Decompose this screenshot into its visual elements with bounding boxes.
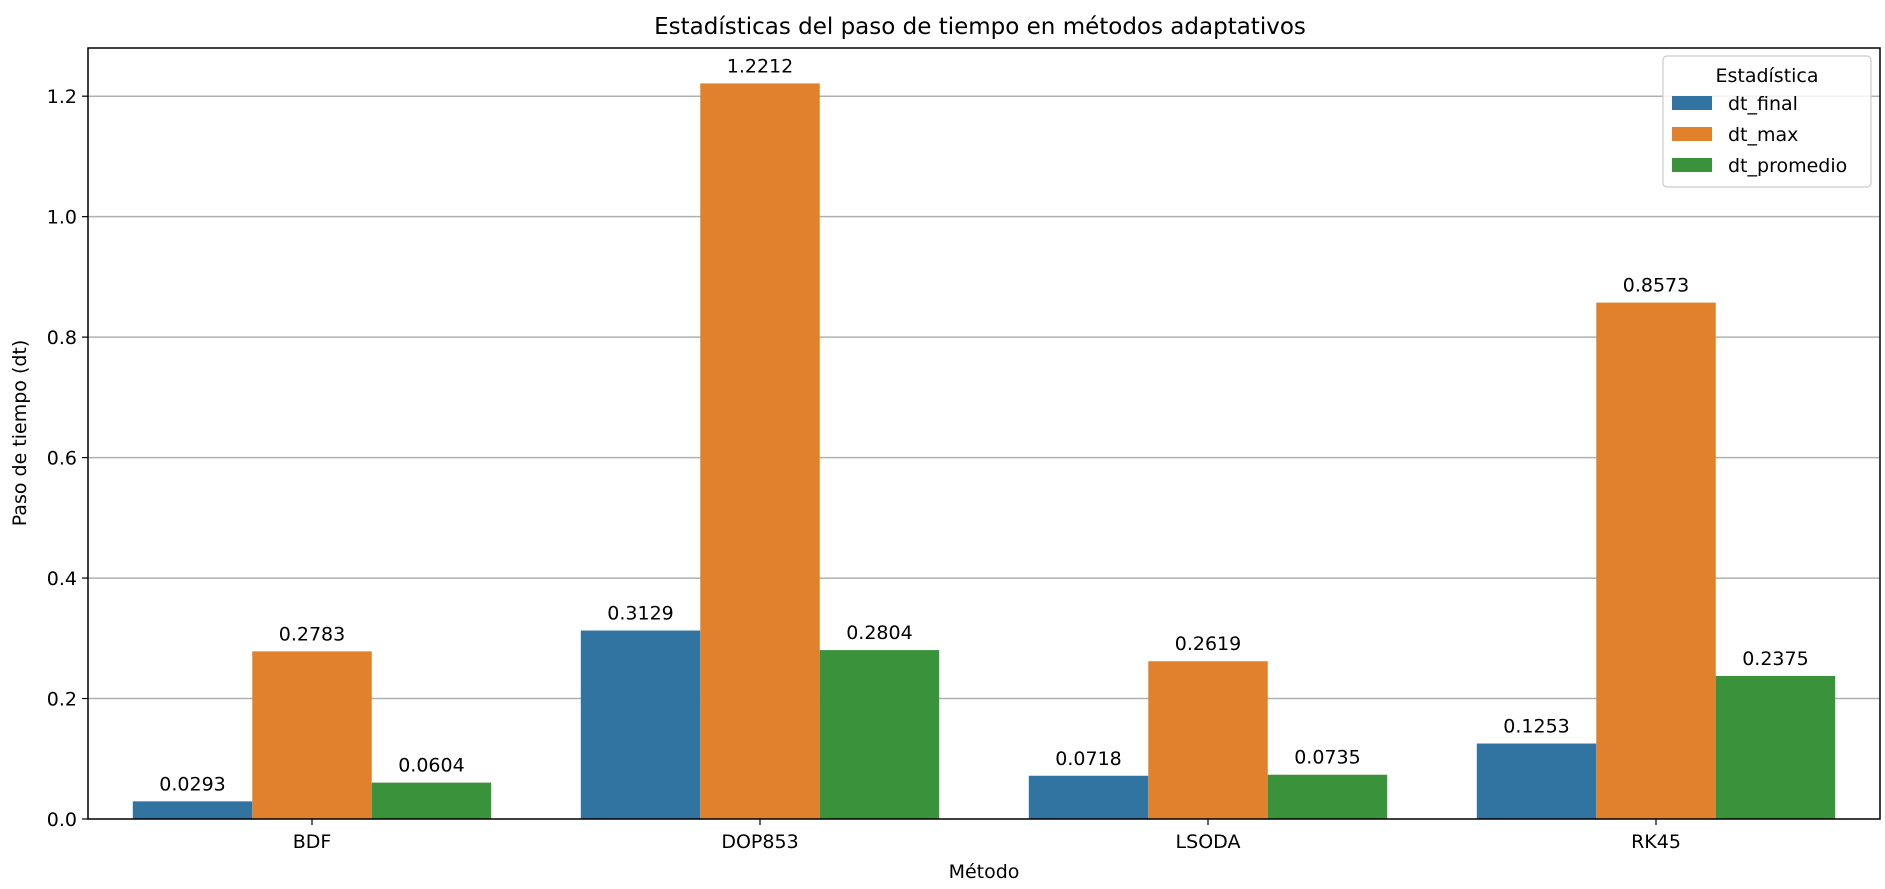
y-tick-label: 0.4 <box>47 568 77 590</box>
data-label: 0.8573 <box>1623 275 1689 297</box>
legend-label: dt_promedio <box>1728 155 1847 177</box>
data-label: 0.0293 <box>159 773 225 795</box>
bars <box>132 83 1836 819</box>
bar-dt_promedio-BDF <box>371 782 492 819</box>
x-axis: BDF DOP853 LSODA RK45 <box>293 819 1681 853</box>
y-tick-label: 1.2 <box>47 86 77 108</box>
data-label: 0.2783 <box>279 623 345 645</box>
data-label: 0.0604 <box>398 755 464 777</box>
data-label: 0.3129 <box>607 603 673 625</box>
data-label: 0.0718 <box>1055 748 1121 770</box>
legend-swatch <box>1672 158 1712 172</box>
gridlines <box>88 95 1880 700</box>
bar-dt_max-BDF <box>252 651 372 819</box>
bar-dt_promedio-DOP853 <box>819 650 940 819</box>
legend-swatch <box>1672 127 1712 141</box>
x-tick-label: DOP853 <box>721 831 798 853</box>
legend: Estadística dt_final dt_max dt_promedio <box>1662 55 1872 188</box>
x-tick-label: BDF <box>293 831 332 853</box>
chart-title: Estadísticas del paso de tiempo en métod… <box>654 14 1306 40</box>
x-axis-label: Método <box>949 861 1020 883</box>
data-label: 1.2212 <box>727 55 793 77</box>
legend-label: dt_max <box>1728 124 1798 146</box>
bar-dt_max-RK45 <box>1596 302 1716 819</box>
bar-dt_final-LSODA <box>1028 775 1149 819</box>
data-label: 0.2375 <box>1742 648 1808 670</box>
bar-dt_promedio-LSODA <box>1267 774 1388 819</box>
y-axis: 0.0 0.2 0.4 0.6 0.8 1.0 1.2 <box>47 86 88 831</box>
data-label: 0.1253 <box>1503 716 1569 738</box>
bar-dt_final-DOP853 <box>580 630 701 819</box>
bar-dt_max-DOP853 <box>700 83 820 819</box>
y-tick-label: 1.0 <box>47 207 77 229</box>
legend-title: Estadística <box>1715 65 1818 87</box>
data-label: 0.0735 <box>1294 747 1360 769</box>
x-tick-label: RK45 <box>1631 831 1681 853</box>
data-label: 0.2804 <box>846 622 912 644</box>
bar-dt_max-LSODA <box>1148 661 1268 819</box>
legend-label: dt_final <box>1728 93 1798 115</box>
legend-swatch <box>1672 96 1712 110</box>
plot-frame <box>87 47 1881 820</box>
y-tick-label: 0.0 <box>47 809 77 831</box>
y-tick-label: 0.8 <box>47 327 77 349</box>
data-label: 0.2619 <box>1175 633 1241 655</box>
legend-box <box>1662 55 1872 188</box>
y-tick-label: 0.6 <box>47 448 77 470</box>
x-tick-label: LSODA <box>1176 831 1241 853</box>
data-labels: 0.0293 0.2783 0.0604 0.3129 1.2212 0.2804 0.07… <box>159 55 1808 795</box>
y-tick-label: 0.2 <box>47 689 77 711</box>
bar-dt_final-BDF <box>132 801 253 819</box>
bar-dt_promedio-RK45 <box>1715 675 1836 819</box>
y-axis-label: Paso de tiempo (dt) <box>9 340 31 527</box>
bar-dt_final-RK45 <box>1476 743 1597 819</box>
